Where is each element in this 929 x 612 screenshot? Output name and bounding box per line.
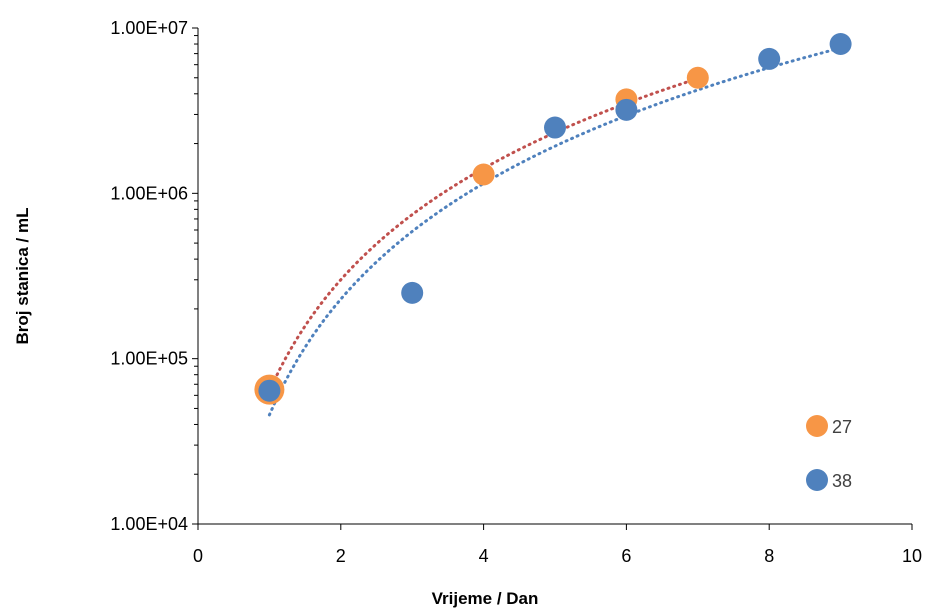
data-point-series-38 — [758, 47, 781, 70]
x-tick-label: 0 — [193, 546, 203, 566]
y-tick-label: 1.00E+04 — [110, 514, 188, 534]
legend-label-series-27: 27 — [832, 417, 852, 437]
data-points — [254, 33, 852, 405]
legend-label-series-38: 38 — [832, 471, 852, 491]
legend: 27 38 — [806, 415, 852, 491]
x-tick-label: 6 — [621, 546, 631, 566]
y-tick-label: 1.00E+07 — [110, 18, 188, 38]
legend-marker-series-38 — [806, 469, 828, 491]
data-point-series-38 — [258, 379, 281, 402]
data-point-series-38 — [544, 116, 566, 139]
data-point-series-27 — [686, 66, 709, 89]
data-point-series-38 — [615, 98, 638, 121]
data-point-series-27 — [472, 163, 495, 186]
trendline-series-38 — [267, 46, 843, 417]
data-point-series-38 — [829, 33, 852, 56]
y-axis-title: Broj stanica / mL — [13, 208, 32, 345]
x-tick-labels: 0 2 4 6 8 10 — [193, 546, 922, 566]
trendline-series-27 — [267, 77, 700, 393]
x-tick-label: 2 — [336, 546, 346, 566]
y-tick-label: 1.00E+05 — [110, 349, 188, 369]
data-point-series-38 — [401, 281, 424, 304]
legend-marker-series-27 — [806, 415, 828, 437]
axes — [192, 27, 913, 530]
y-tick-label: 1.00E+06 — [110, 183, 188, 203]
y-tick-labels: 1.00E+04 1.00E+05 1.00E+06 1.00E+07 — [110, 18, 188, 534]
x-tick-label: 4 — [479, 546, 489, 566]
x-axis-title: Vrijeme / Dan — [432, 589, 539, 608]
trendlines — [267, 46, 843, 417]
x-tick-label: 10 — [902, 546, 922, 566]
x-tick-label: 8 — [764, 546, 774, 566]
